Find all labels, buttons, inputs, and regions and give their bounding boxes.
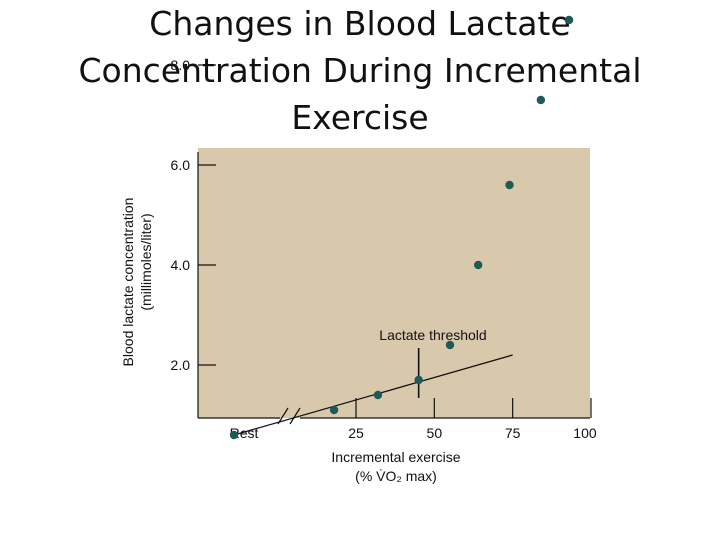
data-point [445, 340, 455, 350]
trend-line [233, 354, 513, 436]
y-tick-label: 4.0 [171, 257, 191, 273]
x-tick-label: 25 [348, 425, 364, 441]
y-axis-label-line-2: (millimoles/liter) [138, 213, 154, 310]
threshold-label: Lactate threshold [379, 327, 486, 343]
slide-title-line-3: Exercise [291, 98, 429, 137]
data-points [229, 15, 574, 440]
plot-background [198, 148, 590, 418]
slide-title-line-2: Concentration During Incremental [78, 51, 642, 90]
y-tick-label: 2.0 [171, 357, 191, 373]
x-axis-label-line-2: (% V̇O₂ max) [355, 468, 437, 484]
data-point [329, 405, 339, 415]
slide-title: Changes in Blood Lactate Concentration D… [0, 0, 720, 141]
y-tick-label: 6.0 [171, 157, 191, 173]
x-tick-label: 100 [573, 425, 597, 441]
data-point [373, 390, 383, 400]
slide-title-line-1: Changes in Blood Lactate [149, 4, 571, 43]
x-axis-label-line-1: Incremental exercise [331, 449, 460, 465]
axis-labels: Blood lactate concentration (millimoles/l… [120, 198, 461, 484]
data-point [473, 260, 483, 270]
y-axis-label-line-1: Blood lactate concentration [120, 198, 136, 367]
trend-line-group [233, 354, 513, 436]
data-point [229, 430, 239, 440]
annotation-group: Lactate threshold [379, 327, 487, 398]
data-point [536, 95, 546, 105]
y-tick-label: 8.0 [171, 57, 191, 73]
data-point [505, 180, 514, 190]
data-point [414, 375, 423, 385]
x-tick-label: 75 [505, 425, 521, 441]
axis-break-mark [289, 407, 301, 425]
x-tick-label: 50 [427, 425, 443, 441]
data-point [564, 15, 574, 25]
